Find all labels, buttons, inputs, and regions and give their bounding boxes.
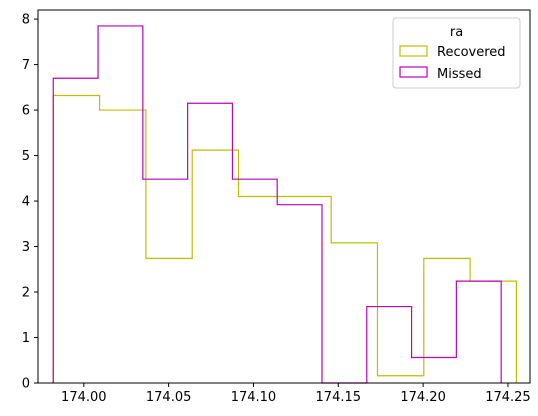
series-layer xyxy=(52,25,518,384)
series-step-recovered xyxy=(52,94,518,383)
bar-missed-3 xyxy=(188,103,233,383)
bar-missed-8 xyxy=(412,358,457,383)
axes-layer: 174.00 174.05 174.10 174.15 174.20 174.25 0 1 2 3… xyxy=(22,9,531,405)
bar-recovered-3 xyxy=(192,150,238,383)
bar-missed-0 xyxy=(53,78,98,383)
bar-missed-5 xyxy=(277,205,322,383)
bar-recovered-2 xyxy=(146,258,192,383)
y-tick-label: 1 xyxy=(22,331,30,346)
bar-recovered-0 xyxy=(53,96,99,383)
bar-missed-4 xyxy=(232,179,277,383)
bar-missed-1 xyxy=(98,26,143,383)
axes-frame xyxy=(37,9,531,384)
y-tick-label: 0 xyxy=(22,377,30,392)
y-tick-label: 5 xyxy=(22,149,30,164)
bar-recovered-9 xyxy=(470,281,516,383)
legend-title: ra xyxy=(450,25,463,40)
bar-missed-7 xyxy=(367,307,412,383)
x-tick-label: 174.15 xyxy=(316,390,362,405)
bar-recovered-6 xyxy=(331,243,377,383)
series-step-missed xyxy=(52,25,502,384)
x-tick-label: 174.20 xyxy=(400,390,446,405)
y-tick-label: 3 xyxy=(22,240,30,255)
legend-label-missed: Missed xyxy=(437,67,482,82)
y-tick-label: 6 xyxy=(22,104,30,119)
bar-recovered-5 xyxy=(285,197,331,384)
y-tick-label: 4 xyxy=(22,195,30,210)
x-tick-label: 174.10 xyxy=(231,390,277,405)
bar-recovered-4 xyxy=(239,197,285,384)
legend-frame xyxy=(392,17,521,89)
y-tick-label: 8 xyxy=(22,13,30,28)
legend-swatch-recovered xyxy=(399,45,428,57)
x-tick-label: 174.00 xyxy=(61,390,107,405)
x-tick-label: 174.05 xyxy=(146,390,192,405)
bar-recovered-8 xyxy=(424,258,470,383)
bar-missed-9 xyxy=(456,281,501,383)
legend-label-recovered: Recovered xyxy=(437,45,506,60)
legend: ra Recovered Missed xyxy=(392,17,521,89)
bar-missed-2 xyxy=(143,179,188,383)
y-tick-label: 7 xyxy=(22,58,30,73)
y-tick-label: 2 xyxy=(22,286,30,301)
bar-recovered-1 xyxy=(100,110,146,383)
bar-recovered-7 xyxy=(377,376,423,383)
x-tick-label: 174.25 xyxy=(485,390,531,405)
legend-swatch-missed xyxy=(399,66,428,78)
